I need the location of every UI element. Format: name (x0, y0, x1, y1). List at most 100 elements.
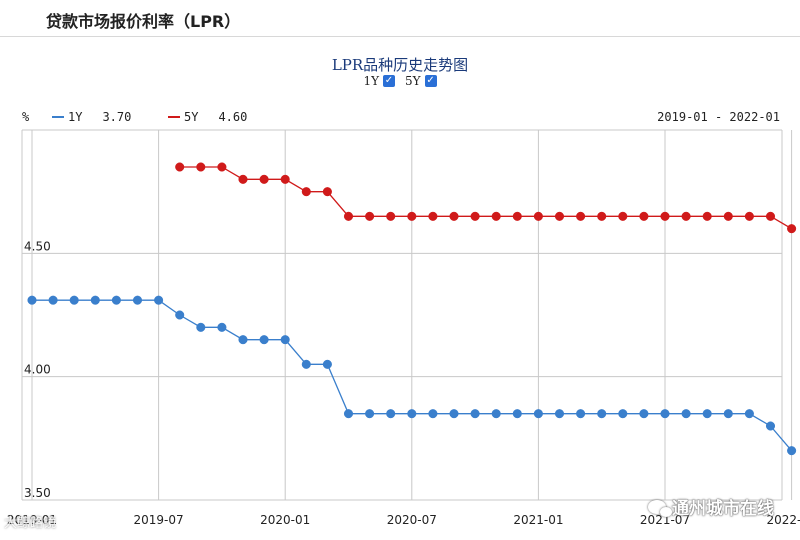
data-point-1y (238, 335, 248, 345)
data-point-1y (702, 409, 712, 419)
data-point-1y (132, 295, 143, 305)
watermark-text: 通州城市在线 (672, 499, 774, 519)
data-point-1y (576, 409, 586, 419)
series-toggles: 1Y ✓ 5Y ✓ (0, 74, 800, 88)
data-point-5y (702, 211, 712, 221)
data-point-5y (597, 211, 607, 221)
x-tick-label: 2020-07 (387, 513, 437, 527)
checkbox-checked-icon[interactable]: ✓ (383, 75, 395, 87)
data-point-1y (744, 409, 754, 419)
y-tick-label: 4.00 (24, 363, 51, 377)
data-point-1y (322, 359, 332, 369)
data-point-5y (217, 162, 227, 172)
legend: % 1Y 3.70 5Y 4.60 2019-01 - 2022-01 (0, 108, 800, 126)
toggle-1y[interactable]: 1Y ✓ (363, 74, 395, 88)
legend-item-5y: 5Y 4.60 (168, 110, 247, 124)
y-tick-label: 4.50 (24, 239, 51, 253)
data-point-5y (449, 211, 459, 221)
data-point-1y (660, 409, 670, 419)
data-point-1y (449, 409, 459, 419)
data-point-5y (259, 174, 269, 184)
data-point-1y (280, 335, 290, 345)
x-tick-label: 2019-01 (7, 513, 57, 527)
data-point-1y (48, 295, 58, 305)
data-point-5y (428, 211, 438, 221)
data-point-5y (576, 211, 586, 221)
data-point-1y (69, 295, 79, 305)
data-point-1y (217, 322, 227, 332)
legend-item-1y: 1Y 3.70 (52, 110, 131, 124)
page-title: 贷款市场报价利率（LPR） (46, 12, 241, 31)
data-point-1y (365, 409, 375, 419)
data-point-1y (597, 409, 607, 419)
data-point-5y (618, 211, 628, 221)
legend-swatch-5y (168, 116, 180, 118)
data-point-1y (175, 310, 185, 320)
data-point-1y (154, 295, 164, 305)
data-point-5y (765, 211, 776, 221)
data-point-1y (639, 409, 649, 419)
data-point-5y (343, 211, 354, 221)
toggle-1y-label: 1Y (363, 74, 379, 88)
x-tick-label: 2020-01 (260, 513, 310, 527)
legend-value-1y: 3.70 (102, 110, 132, 124)
x-tick-label: 2019-07 (134, 513, 184, 527)
legend-name-5y: 5Y (184, 110, 199, 124)
watermark-left: 大鲸路镜 (4, 516, 57, 531)
data-point-1y (765, 421, 776, 431)
data-point-1y (90, 295, 100, 305)
toggle-5y-label: 5Y (405, 74, 421, 88)
data-point-1y (618, 409, 628, 419)
data-point-5y (491, 211, 501, 221)
data-point-1y (386, 409, 396, 419)
data-point-1y (301, 359, 311, 369)
legend-swatch-1y (52, 116, 64, 118)
data-point-5y (660, 211, 670, 221)
data-point-5y (639, 211, 649, 221)
data-point-5y (744, 211, 754, 221)
x-tick-label: 2022-01 (767, 513, 800, 527)
data-point-1y (554, 409, 565, 419)
x-tick-label: 2021-07 (640, 513, 690, 527)
data-point-5y (723, 211, 733, 221)
data-point-1y (27, 295, 37, 305)
data-point-1y (470, 409, 480, 419)
data-point-5y (238, 174, 248, 184)
data-point-1y (723, 409, 733, 419)
chart-title: LPR品种历史走势图 (331, 56, 469, 74)
data-point-1y (428, 409, 438, 419)
unit-label: % (22, 110, 30, 124)
data-point-5y (512, 211, 522, 221)
data-point-1y (259, 335, 269, 345)
data-point-1y (787, 446, 797, 456)
data-point-5y (301, 187, 311, 197)
header-divider (0, 36, 800, 37)
date-range: 2019-01 - 2022-01 (657, 110, 780, 124)
data-point-5y (322, 187, 332, 197)
watermark: 通州城市在线 (648, 494, 774, 519)
data-point-5y (196, 162, 206, 172)
data-point-1y (681, 409, 691, 419)
checkbox-checked-icon[interactable]: ✓ (424, 75, 437, 87)
data-point-5y (470, 211, 480, 221)
data-point-1y (491, 409, 501, 419)
legend-name-1y: 1Y (68, 110, 83, 124)
toggle-5y[interactable]: 5Y ✓ (405, 74, 437, 88)
data-point-5y (554, 211, 565, 221)
legend-value-5y: 4.60 (218, 110, 248, 124)
wechat-icon (648, 499, 672, 517)
data-point-5y (407, 211, 417, 221)
data-point-1y (407, 409, 417, 419)
data-point-1y (111, 295, 121, 305)
data-point-1y (533, 409, 543, 419)
data-point-5y (365, 211, 375, 221)
x-tick-label: 2021-01 (513, 513, 563, 527)
y-tick-label: 3.50 (24, 486, 51, 500)
data-point-5y (533, 211, 543, 221)
series-line-5y (179, 166, 792, 230)
data-point-1y (343, 409, 354, 419)
data-point-5y (386, 211, 396, 221)
data-point-5y (787, 224, 797, 234)
data-point-5y (681, 211, 691, 221)
